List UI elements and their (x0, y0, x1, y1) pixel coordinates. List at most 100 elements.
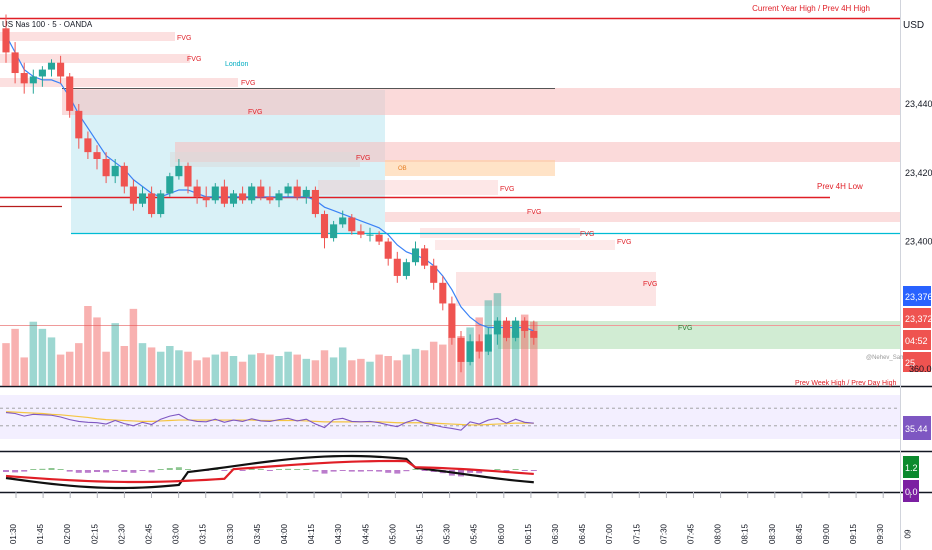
level-label: Current Year High / Prev 4H High (752, 4, 870, 13)
candle-body (266, 196, 274, 201)
price-tick-label: 23,400.0 (905, 237, 932, 247)
macd-histogram-bar (112, 470, 119, 471)
time-tick-label: 04:45 (361, 523, 370, 544)
time-tick-label: 05:15 (416, 523, 425, 544)
fvg-label: FVG (527, 209, 541, 216)
volume-bar (293, 354, 301, 386)
time-tick-label: 05:45 (470, 523, 479, 544)
currency-label[interactable]: USD (903, 20, 925, 31)
candle-body (220, 186, 228, 204)
macd-histogram-bar (12, 470, 19, 473)
candle-body (38, 69, 46, 77)
price-tick-label: 23,440.0 (905, 99, 932, 109)
volume-bar (38, 328, 47, 386)
candle-body (229, 193, 238, 204)
macd-histogram-bar (166, 468, 173, 470)
candle-body (521, 320, 529, 331)
macd-histogram-bar (467, 470, 474, 473)
volume-bar (166, 346, 174, 386)
macd-histogram-bar (385, 470, 392, 473)
fvg-zone (435, 240, 615, 250)
candles-layer (2, 14, 538, 373)
macd-histogram-bar (376, 470, 383, 472)
macd-histogram-bar (403, 470, 410, 472)
volume-bar (402, 354, 411, 386)
candle-body (475, 341, 483, 352)
volume-bar (511, 331, 520, 386)
candle-body (184, 165, 192, 187)
volume-bar (338, 347, 347, 386)
candle-body (330, 224, 338, 239)
volume-bar (520, 314, 529, 386)
rsi-line (5, 412, 534, 431)
macd-histogram-bar (330, 470, 337, 472)
volume-bar (275, 356, 283, 386)
volume-bar (502, 328, 511, 386)
rsi-tag-label: 35.44 (905, 424, 928, 434)
volume-bar (329, 357, 338, 386)
volume-bar (2, 343, 10, 386)
candle-body (75, 110, 83, 139)
candle-body (193, 186, 201, 197)
volume-bar (411, 348, 420, 386)
candle-body (293, 186, 301, 197)
time-tick-label: 01:45 (36, 523, 45, 544)
candle-body (348, 217, 356, 232)
macd-pane (3, 454, 537, 490)
candle-body (311, 189, 319, 215)
price-tag (903, 286, 931, 306)
fvg-zone (456, 272, 656, 306)
candle-body (366, 234, 374, 236)
volume-bar (448, 337, 456, 386)
macd-histogram-bar (21, 470, 28, 472)
time-tick-label: 09:30 (876, 523, 885, 544)
price-tag-label: 23,376.2 (905, 292, 932, 302)
macd-histogram-bar (412, 469, 419, 470)
candle-body (2, 28, 10, 53)
ob-label: OB (398, 166, 407, 172)
price-tag (903, 308, 931, 328)
candle-body (484, 334, 492, 352)
fvg-label: FVG (241, 80, 255, 87)
time-tick-label: 03:00 (172, 523, 181, 544)
labels-layer: Current Year High / Prev 4H High Prev 4H … (177, 4, 905, 387)
price-tag-label: 23,372.4 (905, 314, 932, 324)
candle-body (57, 62, 65, 77)
volume-bar (211, 354, 220, 386)
macd-histogram-bar (66, 470, 73, 472)
macd-histogram-bar (3, 470, 9, 472)
candle-body (339, 217, 347, 225)
candle-body (375, 234, 383, 242)
fvg-label: FVG (617, 239, 631, 246)
macd-histogram-bar (57, 469, 64, 470)
volume-bar (47, 337, 56, 386)
macd-histogram-bar (84, 470, 91, 473)
time-tick-label: 07:15 (632, 523, 641, 544)
macd-histogram-bar (121, 470, 128, 472)
price-tag (903, 330, 931, 350)
macd-histogram-bar (39, 468, 46, 470)
time-tick-label: 07:30 (659, 523, 668, 544)
time-tick-label: 06:00 (497, 523, 506, 544)
candle-body (129, 186, 137, 204)
volume-bar (175, 350, 183, 386)
volume-bar (320, 350, 329, 386)
volume-bar (84, 306, 92, 386)
volume-bar (102, 351, 110, 386)
volume-bar (220, 351, 229, 386)
candle-body (47, 62, 56, 70)
symbol-title[interactable]: US Nas 100 · 5 · OANDA (2, 20, 93, 29)
candle-body (111, 165, 119, 177)
candle-body (138, 193, 147, 204)
volume-bar (439, 344, 447, 386)
fvg-label: FVG (643, 281, 657, 288)
volume-bar (257, 353, 265, 386)
macd-tag-label: 0.0 (905, 487, 918, 497)
candle-body (530, 330, 538, 338)
macd-histogram-bar (139, 470, 146, 471)
time-tick-label: 08:15 (741, 523, 750, 544)
candle-body (421, 248, 429, 266)
volume-bar (266, 354, 274, 386)
volume-bar (302, 358, 311, 386)
